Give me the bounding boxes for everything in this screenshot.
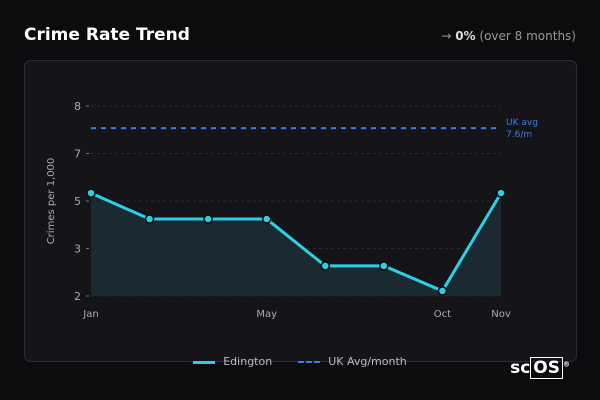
- legend-swatch: [193, 360, 216, 364]
- y-tick-label: 5: [74, 195, 81, 208]
- data-point: [86, 188, 96, 198]
- x-tick-label: Jan: [82, 309, 98, 320]
- x-tick-label: Oct: [434, 309, 451, 320]
- watermark-logo: sc OS ®: [510, 357, 570, 379]
- trend-period: (over 8 months): [479, 29, 576, 43]
- series-line: [90, 191, 503, 293]
- data-point: [437, 286, 448, 296]
- y-axis-label: Crimes per 1,000: [46, 158, 57, 245]
- data-point: [379, 261, 389, 271]
- legend-label: Edington: [223, 355, 273, 368]
- data-point: [496, 188, 506, 198]
- data-point: [261, 214, 272, 224]
- trend-summary: → 0% (over 8 months): [441, 29, 576, 43]
- legend-swatch: [298, 361, 321, 363]
- reference-label: UK avg: [506, 118, 538, 128]
- legend-item-edington[interactable]: Edington: [193, 355, 272, 368]
- y-tick-label: 7: [74, 148, 81, 161]
- data-point: [203, 214, 213, 224]
- data-point: [320, 261, 331, 271]
- x-tick-label: May: [256, 309, 277, 320]
- data-point: [144, 214, 155, 224]
- trend-arrow-icon: →: [441, 29, 452, 43]
- y-tick-label: 3: [74, 243, 81, 256]
- x-tick-label: Nov: [491, 309, 511, 320]
- reference-value: 7.6/m: [506, 130, 532, 140]
- legend: Edington UK Avg/month: [0, 355, 600, 368]
- legend-label: UK Avg/month: [328, 355, 407, 368]
- y-tick-label: 2: [74, 290, 81, 303]
- page-title: Crime Rate Trend: [24, 25, 190, 45]
- y-tick-label: 8: [74, 100, 81, 113]
- legend-item-uk-avg[interactable]: UK Avg/month: [298, 355, 407, 368]
- series-area: [91, 193, 501, 296]
- trend-value: 0%: [455, 29, 476, 43]
